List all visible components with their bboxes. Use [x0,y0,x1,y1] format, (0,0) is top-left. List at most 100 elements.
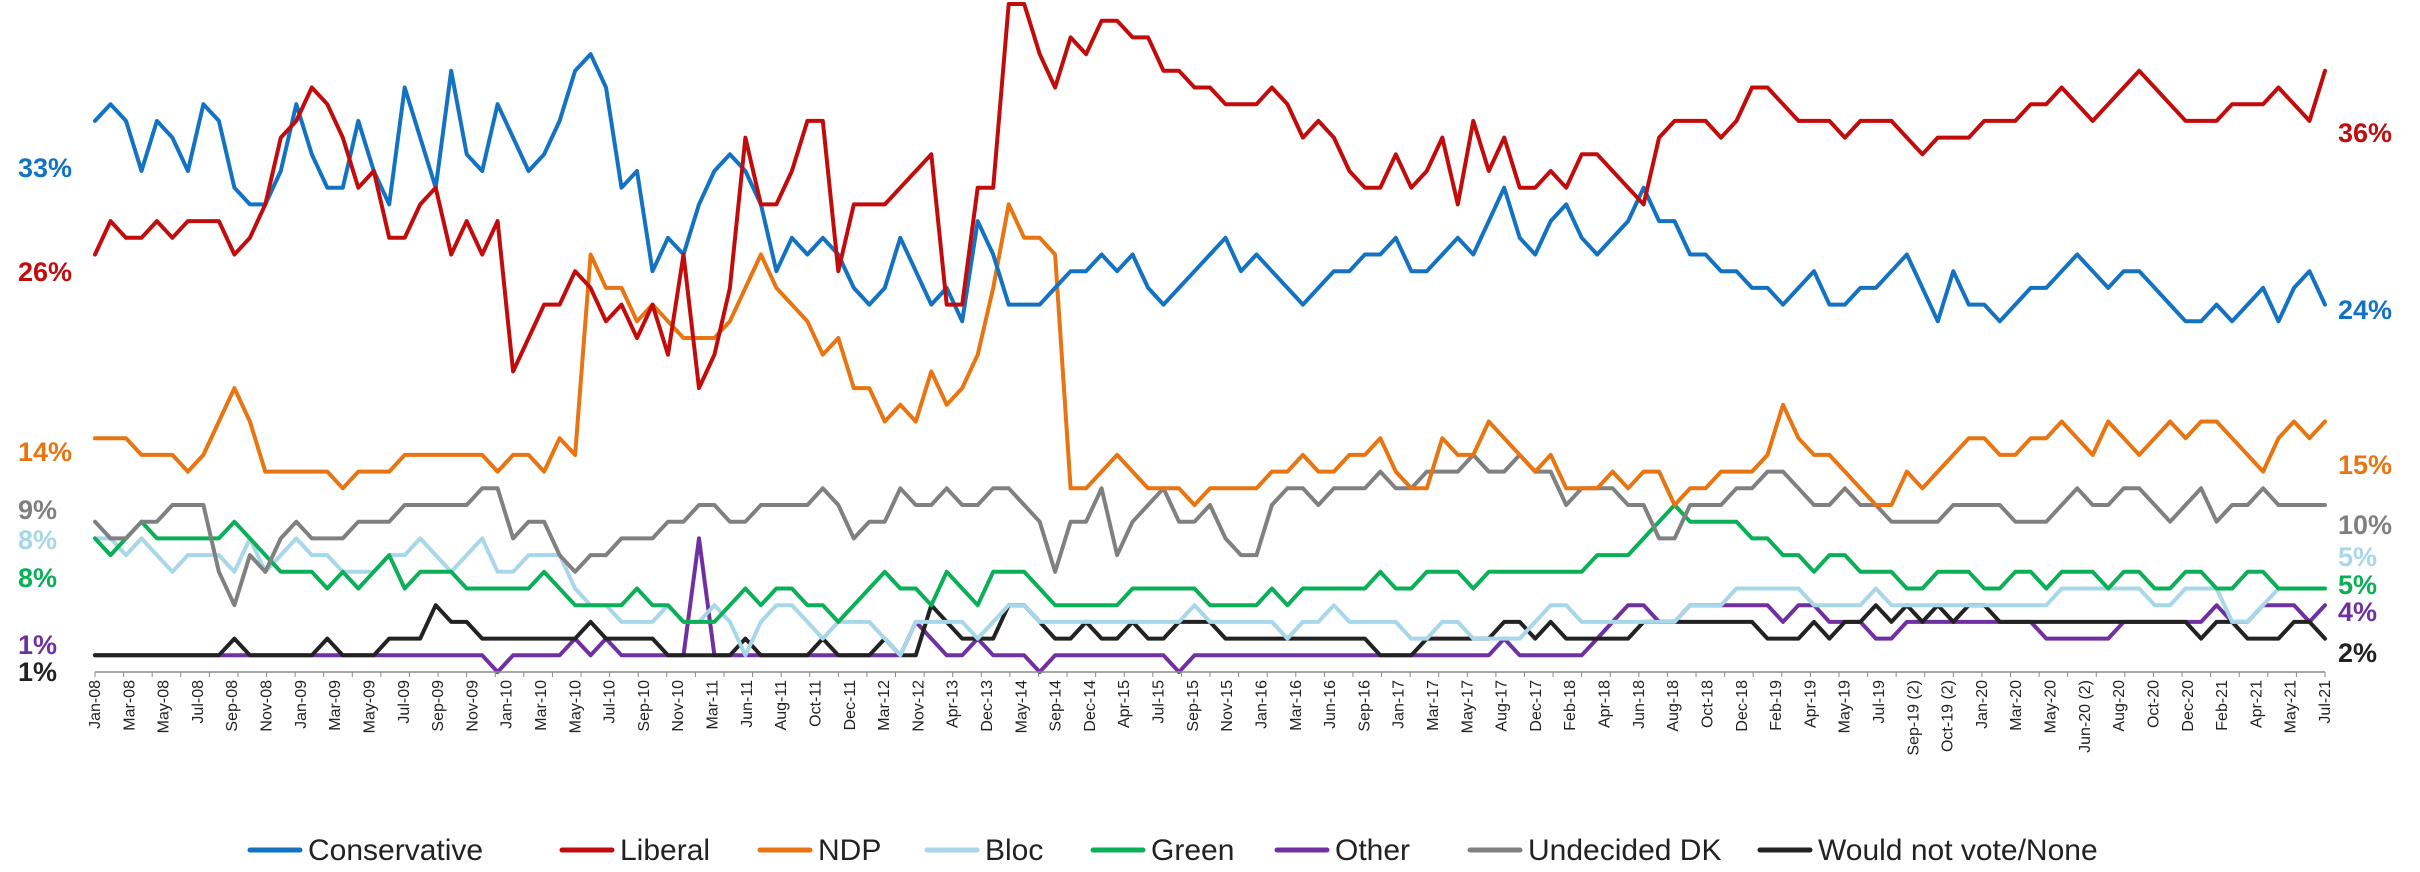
x-tick-label: Mar-17 [1425,680,1442,731]
x-tick-label: Jul-08 [190,680,207,724]
legend-item-bloc: Bloc [927,834,1043,867]
x-tick-label: Mar-08 [121,680,138,731]
x-tick-label: Sep-09 [430,680,447,732]
start-label-other: 1% [18,630,57,660]
x-tick-label: Mar-10 [533,680,550,731]
legend-item-would-not-vote-none: Would not vote/None [1760,834,2098,867]
series-line-liberal [95,4,2325,388]
series-line-undecided-dk [95,455,2325,605]
x-tick-label: Jan-20 [1974,680,1991,729]
legend-item-undecided-dk: Undecided DK [1470,834,1721,867]
x-tick-label: Feb-19 [1768,680,1785,731]
x-tick-label: Dec-11 [842,680,859,730]
x-tick-label: Aug-17 [1494,680,1511,732]
end-label-other: 4% [2338,597,2377,627]
x-tick-label: May-21 [2283,680,2300,733]
series-line-conservative [95,54,2325,321]
x-tick-label: Sep-14 [1048,680,1065,732]
x-tick-label: Mar-12 [876,680,893,731]
x-tick-label: Jun-20 (2) [2077,680,2094,753]
series-line-bloc [95,538,2325,655]
x-tick-label: May-19 [1837,680,1854,733]
x-tick-label: Dec-13 [979,680,996,732]
legend-label: Would not vote/None [1818,834,2098,867]
x-tick-label: Apr-15 [1116,680,1133,728]
x-tick-label: May-20 [2043,680,2060,733]
legend-item-ndp: NDP [760,834,881,867]
start-label-conservative: 33% [18,153,72,183]
end-label-green: 5% [2338,570,2377,600]
x-tick-label: Jan-16 [1253,680,1270,729]
x-tick-label: Mar-11 [705,680,722,730]
end-label-bloc: 5% [2338,542,2377,572]
legend-item-other: Other [1277,834,1410,867]
start-label-would-not-vote-none: 1% [18,657,57,687]
legend-label: NDP [818,834,881,867]
x-tick-label: Sep-16 [1356,680,1373,732]
x-axis [95,672,2325,677]
legend-label: Other [1335,834,1410,867]
x-tick-label: Nov-08 [259,680,276,732]
legend-item-liberal: Liberal [562,834,710,867]
x-tick-label: Jun-16 [1322,680,1339,729]
start-label-bloc: 8% [18,525,57,555]
end-label-ndp: 15% [2338,450,2392,480]
start-label-green: 8% [18,563,57,593]
x-tick-label: May-10 [567,680,584,733]
x-tick-label: Sep-15 [1185,680,1202,732]
x-tick-label: Jul-19 [1871,680,1888,724]
x-tick-label: Apr-21 [2248,680,2265,728]
x-tick-label: Jul-15 [1151,680,1168,724]
x-tick-label: Sep-08 [224,680,241,732]
legend: Conservative Liberal NDP Bloc Green Other Unde… [250,834,2098,867]
x-tick-label: Oct-19 (2) [1940,680,1957,752]
legend-label: Green [1151,834,1234,867]
x-tick-label: Jun-18 [1631,680,1648,729]
x-tick-label: May-09 [361,680,378,733]
x-tick-label: Jan-09 [293,680,310,729]
x-tick-label: Oct-11 [807,680,824,727]
start-label-undecided-dk: 9% [18,495,57,525]
x-tick-label: Apr-19 [1802,680,1819,728]
x-tick-label: Dec-20 [2180,680,2197,732]
x-tick-label: Mar-09 [327,680,344,731]
legend-item-green: Green [1093,834,1234,867]
start-label-ndp: 14% [18,437,72,467]
x-tick-label: Feb-21 [2214,680,2231,731]
x-tick-label: Aug-11 [773,680,790,731]
x-tick-label: Nov-12 [910,680,927,732]
x-tick-label: Nov-15 [1219,680,1236,732]
x-tick-label: Aug-20 [2111,680,2128,732]
end-label-undecided-dk: 10% [2338,510,2392,540]
end-label-conservative: 24% [2338,295,2392,325]
plot-area [95,4,2325,672]
x-tick-label: Aug-18 [1665,680,1682,732]
x-tick-label: Dec-14 [1082,680,1099,732]
x-tick-label: Mar-16 [1288,680,1305,731]
x-tick-label: Sep-19 (2) [1905,680,1922,756]
x-tick-label: Jan-17 [1391,680,1408,729]
legend-label: Conservative [308,834,483,867]
x-tick-label: Jan-08 [87,680,104,729]
x-tick-label: Dec-17 [1528,680,1545,732]
x-tick-label: May-17 [1459,680,1476,733]
legend-label: Bloc [985,834,1043,867]
x-tick-label: Dec-18 [1734,680,1751,732]
x-tick-label: Jul-21 [2317,680,2334,724]
x-tick-label: Jan-10 [499,680,516,729]
x-tick-label: Oct-18 [1699,680,1716,728]
x-tick-label: Sep-10 [636,680,653,732]
x-tick-label: Jul-10 [602,680,619,724]
x-tick-label: Apr-13 [945,680,962,728]
x-tick-label: Feb-18 [1562,680,1579,731]
end-label-would-not-vote-none: 2% [2338,638,2377,668]
series-line-would-not-vote-none [95,605,2325,655]
x-tick-label: Nov-09 [464,680,481,732]
legend-label: Undecided DK [1528,834,1721,867]
x-tick-label: Nov-10 [670,680,687,732]
x-tick-label: Apr-18 [1597,680,1614,728]
x-tick-label: Oct-20 [2145,680,2162,728]
legend-item-conservative: Conservative [250,834,483,867]
x-tick-label: May-08 [156,680,173,733]
